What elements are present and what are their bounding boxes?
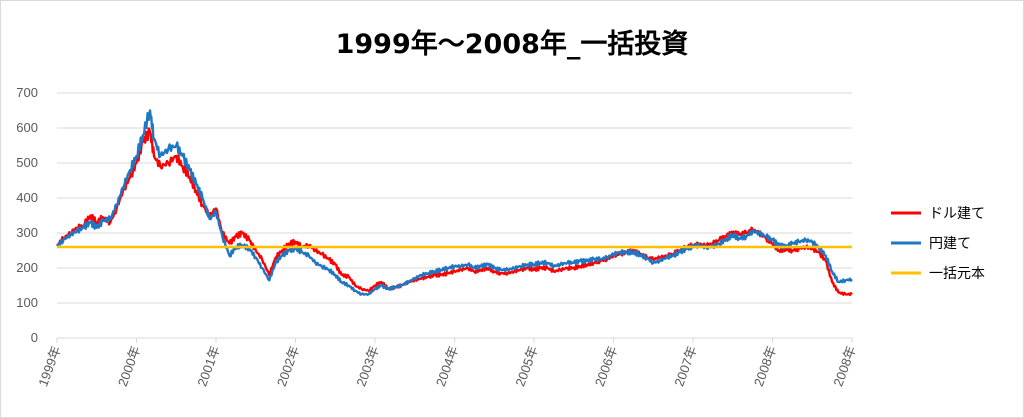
series-line-2	[56, 109, 853, 296]
x-tick-label: 2003年	[353, 344, 381, 389]
y-tick-label: 200	[16, 260, 38, 275]
series-line-1	[56, 127, 853, 297]
y-tick-label: 0	[31, 330, 38, 345]
gridlines	[57, 92, 852, 339]
x-tick-label: 2008年	[830, 344, 858, 389]
x-tick-label: 2005年	[512, 344, 540, 389]
chart-title: 1999年～2008年_一括投資	[336, 28, 689, 60]
y-tick-label: 600	[16, 120, 38, 135]
y-tick-label: 700	[16, 85, 38, 100]
y-tick-label: 300	[16, 225, 38, 240]
x-tick-label: 2004年	[433, 344, 461, 389]
y-axis-ticks: 0 100 200 300 400 500 600 700	[16, 85, 38, 345]
x-axis-ticks: 1999年 2000年 2001年 2002年 2003年 2004年 2005年 2006年…	[35, 338, 859, 389]
x-tick-label: 2007年	[671, 344, 699, 389]
y-tick-label: 400	[16, 190, 38, 205]
x-tick-label: 1999年	[35, 344, 63, 389]
legend-label: ドル建て	[929, 206, 985, 222]
x-tick-label: 2006年	[592, 344, 620, 389]
series-lines	[56, 109, 853, 297]
x-tick-label: 2008年	[751, 344, 779, 389]
y-tick-label: 100	[16, 295, 38, 310]
x-tick-label: 2000年	[115, 344, 143, 389]
x-tick-label: 2002年	[274, 344, 302, 389]
x-tick-label: 2001年	[194, 344, 222, 389]
legend-label: 円建て	[929, 236, 971, 252]
legend-label: 一括元本	[929, 266, 985, 282]
y-tick-label: 500	[16, 155, 38, 170]
